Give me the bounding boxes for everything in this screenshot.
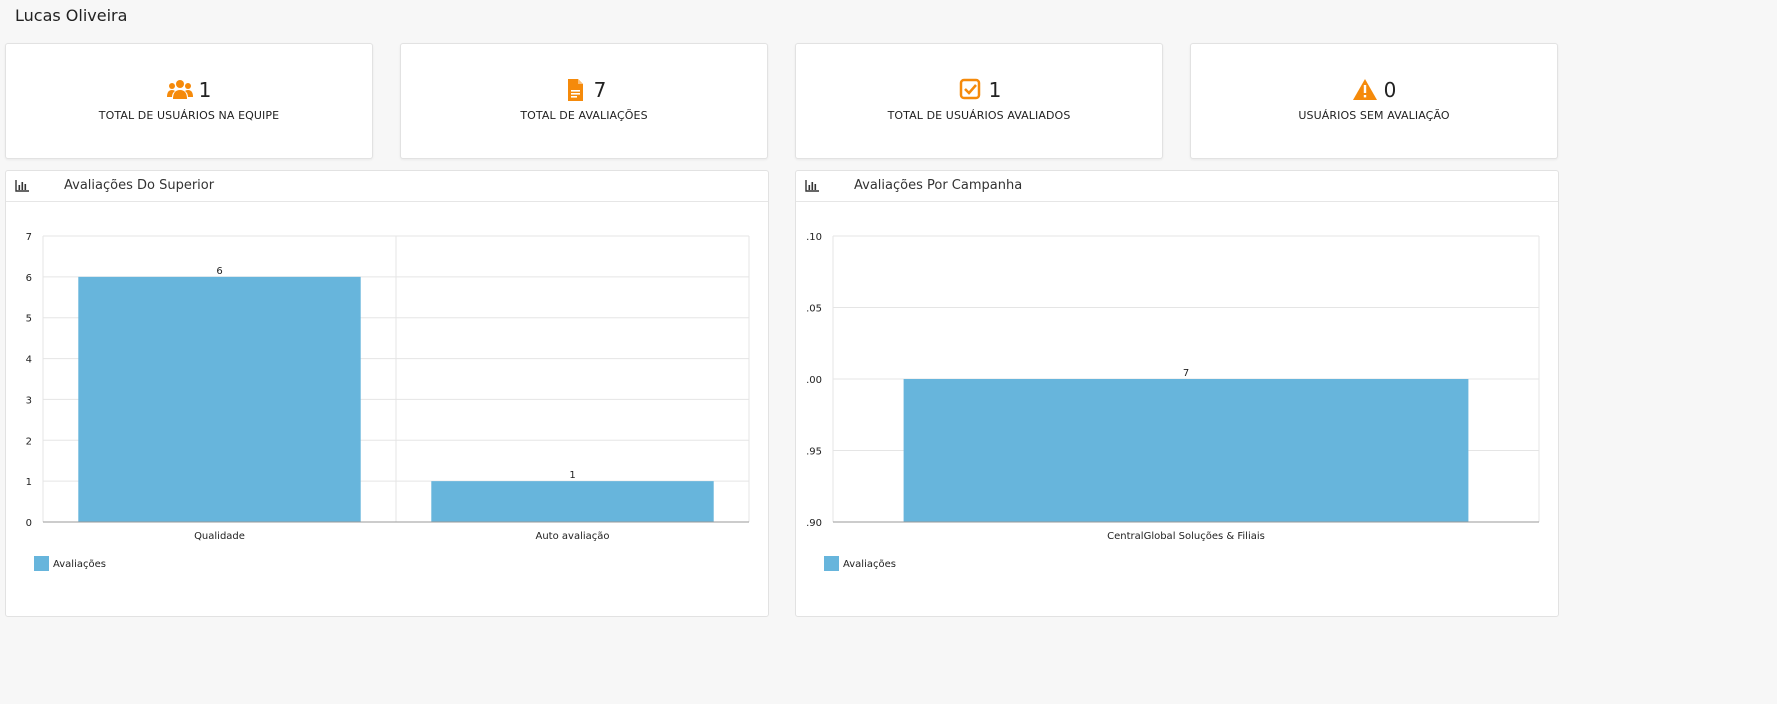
legend-label[interactable]: Avaliações: [53, 559, 106, 570]
card-label: TOTAL DE AVALIAÇÕES: [520, 109, 648, 122]
legend-swatch[interactable]: [34, 556, 49, 571]
x-tick-label: Auto avaliação: [536, 531, 610, 542]
chart-superior-evaluations: 0 1 2 3 4 5 6 7 6 Qualidade 1 Auto avaliação Avaliaç…: [26, 232, 750, 571]
y-tick-label: .10: [806, 232, 822, 243]
y-tick-label: .05: [806, 304, 822, 315]
y-tick-label: 1: [26, 477, 32, 488]
card-label: TOTAL DE USUÁRIOS NA EQUIPE: [98, 109, 280, 122]
card-value: 1: [198, 78, 212, 102]
card-total-evaluations: 7 TOTAL DE AVALIAÇÕES: [400, 43, 768, 159]
y-tick-label: .95: [806, 447, 822, 458]
card-label: TOTAL DE USUÁRIOS AVALIADOS: [887, 109, 1071, 122]
bar[interactable]: [431, 481, 714, 522]
warning-icon: [1352, 79, 1377, 100]
y-tick-label: 5: [26, 314, 32, 325]
y-tick-label: 4: [26, 355, 32, 366]
panel-header: Avaliações Do Superior: [6, 171, 768, 202]
bar-chart-icon: [805, 180, 819, 192]
data-label: 7: [1183, 368, 1189, 379]
file-icon: [567, 79, 583, 101]
legend-swatch[interactable]: [824, 556, 839, 571]
card-value: 0: [1383, 78, 1397, 102]
y-tick-label: 6: [26, 273, 32, 284]
bar-chart-icon: [15, 180, 29, 192]
data-label: 1: [569, 470, 575, 481]
panel-title: Avaliações Do Superior: [64, 178, 215, 193]
x-tick-label: CentralGlobal Soluções & Filiais: [1107, 531, 1265, 542]
card-total-users: 1 TOTAL DE USUÁRIOS NA EQUIPE: [5, 43, 373, 159]
y-tick-label: 0: [26, 518, 32, 529]
x-tick-label: Qualidade: [194, 531, 245, 542]
y-tick-label: 2: [26, 436, 32, 447]
bar[interactable]: [903, 379, 1469, 522]
card-users-without-evaluation: 0 USUÁRIOS SEM AVALIAÇÃO: [1190, 43, 1558, 159]
users-icon: [166, 80, 193, 99]
panel-title: Avaliações Por Campanha: [854, 178, 1023, 193]
card-value: 7: [593, 78, 607, 102]
y-tick-label: 7: [26, 232, 32, 243]
legend-label[interactable]: Avaliações: [843, 559, 896, 570]
card-value: 1: [988, 78, 1002, 102]
chart-campaign-evaluations: .90 .95 .00 .05 .10 7 CentralGlobal Soluções &…: [806, 232, 1540, 571]
card-label: USUÁRIOS SEM AVALIAÇÃO: [1298, 109, 1450, 122]
y-tick-label: .00: [806, 375, 822, 386]
data-label: 6: [216, 266, 222, 277]
panel-superior-evaluations: Avaliações Do Superior 0 1 2 3 4 5 6 7 6 Qualidad…: [5, 170, 769, 617]
panel-campaign-evaluations: Avaliações Por Campanha .90 .95 .00 .05 .10 7…: [795, 170, 1559, 617]
card-evaluated-users: 1 TOTAL DE USUÁRIOS AVALIADOS: [795, 43, 1163, 159]
checkbox-icon: [959, 78, 980, 100]
panel-header: Avaliações Por Campanha: [796, 171, 1558, 202]
user-name: Lucas Oliveira: [15, 6, 128, 25]
y-tick-label: .90: [806, 518, 822, 529]
y-tick-label: 3: [26, 395, 32, 406]
bar[interactable]: [78, 276, 361, 522]
